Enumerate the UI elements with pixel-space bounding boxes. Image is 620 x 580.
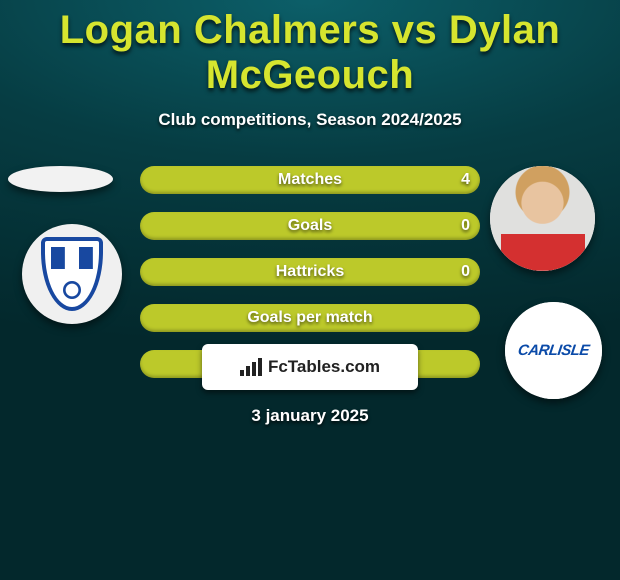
- stat-bar-matches: Matches 4: [140, 166, 480, 194]
- attribution-badge: FcTables.com: [202, 344, 418, 390]
- stat-left-value: [150, 166, 200, 194]
- stat-bar-hattricks: Hattricks 0: [140, 258, 480, 286]
- stat-bar-goals: Goals 0: [140, 212, 480, 240]
- bar-chart-icon: [240, 358, 262, 376]
- date-label: 3 january 2025: [0, 406, 620, 426]
- headshot-icon: [490, 166, 595, 271]
- stat-right-value: [420, 304, 470, 332]
- stat-left-value: [150, 212, 200, 240]
- page-subtitle: Club competitions, Season 2024/2025: [0, 110, 620, 130]
- page-title: Logan Chalmers vs Dylan McGeouch: [0, 0, 620, 98]
- player-right-photo: [490, 166, 595, 271]
- stat-left-value: [150, 350, 200, 378]
- stat-left-value: [150, 304, 200, 332]
- carlisle-crest-text: CARLISLE: [517, 342, 590, 359]
- stat-right-value: 0: [420, 212, 470, 240]
- stat-label: Goals: [288, 217, 332, 234]
- player-left-club-crest: [22, 224, 122, 324]
- stat-label: Matches: [278, 171, 342, 188]
- stat-right-value: [420, 350, 470, 378]
- tranmere-crest-icon: [41, 237, 103, 311]
- stat-right-value: 4: [420, 166, 470, 194]
- player-left-photo: [8, 166, 113, 192]
- stat-left-value: [150, 258, 200, 286]
- stat-right-value: 0: [420, 258, 470, 286]
- carlisle-crest-icon: CARLISLE: [505, 302, 602, 399]
- player-right-club-crest: CARLISLE: [505, 302, 602, 399]
- stat-bar-goals-per-match: Goals per match: [140, 304, 480, 332]
- attribution-text: FcTables.com: [268, 357, 380, 377]
- stat-label: Goals per match: [247, 309, 372, 326]
- stat-label: Hattricks: [276, 263, 344, 280]
